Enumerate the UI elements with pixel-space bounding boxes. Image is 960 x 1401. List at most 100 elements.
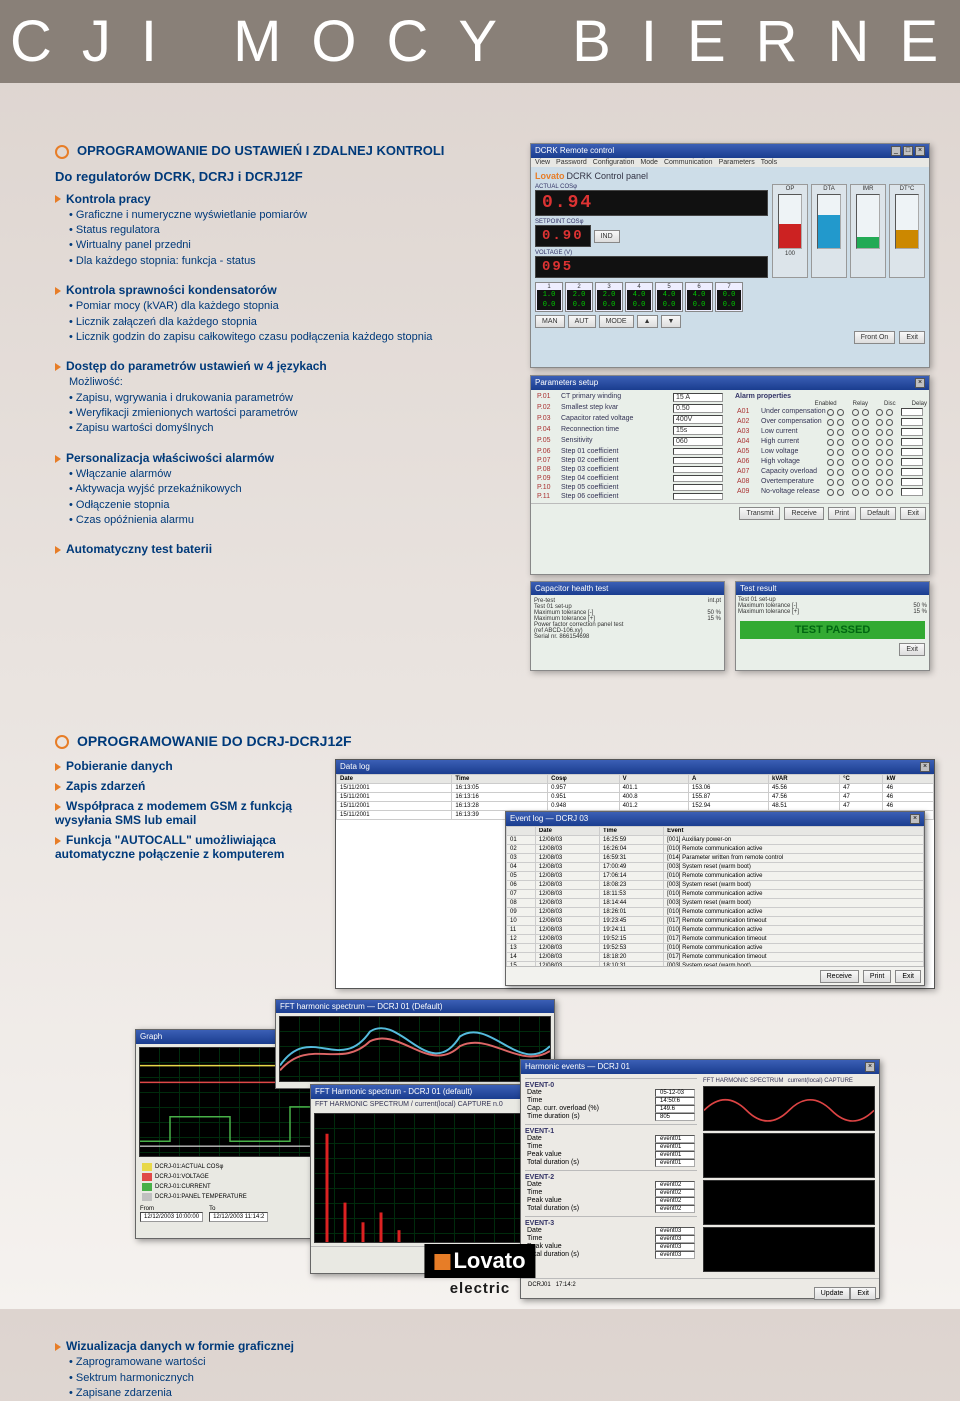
ev-head-left: FFT HARMONIC SPECTRUM xyxy=(703,1078,784,1084)
menu-item[interactable]: Mode xyxy=(640,159,658,166)
feature-item: Graficzne i numeryczne wyświetlanie pomi… xyxy=(69,208,515,223)
feature-item: Wirtualny panel przedni xyxy=(69,238,515,253)
evp-button[interactable]: Exit xyxy=(850,1287,876,1300)
radio[interactable] xyxy=(827,419,834,426)
feature-item: Zapisu, wgrywania i drukowania parametró… xyxy=(69,391,515,406)
test-field: Serial nr. 866154698 xyxy=(534,634,721,640)
param-button[interactable]: Default xyxy=(860,507,896,520)
menu-item[interactable]: Password xyxy=(556,159,587,166)
event-row: 0412/08/0317:00:49[003] System reset (wa… xyxy=(507,863,924,872)
meter: OP100 xyxy=(772,184,808,278)
alarm-row: A01Under compensation xyxy=(733,407,927,417)
min-icon[interactable]: _ xyxy=(891,146,901,156)
radio[interactable] xyxy=(827,479,834,486)
step-box: 11.00.0 xyxy=(535,282,563,312)
ind-button[interactable]: IND xyxy=(594,230,620,243)
event-row: 0212/08/0316:26:04[010] Remote communica… xyxy=(507,845,924,854)
harmonic-events-window: Harmonic events — DCRJ 01× EVENT-0Date05… xyxy=(520,1059,880,1299)
feature-item: Odłączenie stopnia xyxy=(69,498,515,513)
menu-item[interactable]: Tools xyxy=(761,159,777,166)
panel-button[interactable]: Exit xyxy=(899,331,925,344)
footer-item: Zapisane zdarzenia xyxy=(69,1386,960,1401)
radio[interactable] xyxy=(827,449,834,456)
log-row: 15/11/200116:13:050.957401.1153.0645.564… xyxy=(337,784,934,793)
log-col: Date xyxy=(337,775,452,784)
param-button[interactable]: Transmit xyxy=(739,507,780,520)
meter: DT°C xyxy=(889,184,925,278)
event-row: 1212/08/0319:52:15[017] Remote communica… xyxy=(507,935,924,944)
feature-item: Zapisu wartości domyślnych xyxy=(69,421,515,436)
alarm-props-head: Alarm properties xyxy=(733,392,927,401)
ev-head-right: current(local) CAPTURE xyxy=(788,1078,853,1084)
event-row: 0312/08/0316:59:31[014] Parameter writte… xyxy=(507,854,924,863)
screenshot-stack: DCRK Remote control _□× ViewPasswordConf… xyxy=(530,143,930,663)
chevron-icon xyxy=(55,783,61,791)
feature-head: Kontrola sprawności kondensatorów xyxy=(55,283,515,297)
alarm-row: A04High current xyxy=(733,437,927,447)
radio[interactable] xyxy=(827,429,834,436)
radio[interactable] xyxy=(827,409,834,416)
param-button[interactable]: Exit xyxy=(900,507,926,520)
param-button[interactable]: Print xyxy=(828,507,856,520)
evlog-button[interactable]: Print xyxy=(863,970,891,983)
date-from: 12/12/2003 10:00:00 xyxy=(140,1212,203,1222)
feature-head: Dostęp do parametrów ustawień w 4 języka… xyxy=(55,359,515,373)
panel-button[interactable]: AUT xyxy=(568,315,596,328)
radio[interactable] xyxy=(827,489,834,496)
subtitle: Do regulatorów DCRK, DCRJ i DCRJ12F xyxy=(55,169,515,184)
feature-item: Czas opóźnienia alarmu xyxy=(69,513,515,528)
step-box: 64.00.0 xyxy=(685,282,713,312)
control-panel-window: DCRK Remote control _□× ViewPasswordConf… xyxy=(530,143,930,368)
evlog-button[interactable]: Receive xyxy=(820,970,859,983)
event-row: 0112/08/0316:25:59[001] Auxiliary power-… xyxy=(507,836,924,845)
menu-item[interactable]: Communication xyxy=(664,159,713,166)
chevron-icon xyxy=(55,455,61,463)
setpoint-display: 0.90 xyxy=(535,225,591,247)
alarm-row: A07Capacity overload xyxy=(733,467,927,477)
feature-item: Weryfikacji zmienionych wartości paramet… xyxy=(69,406,515,421)
close-icon[interactable]: × xyxy=(915,146,925,156)
page-header: CJI MOCY BIERNEJ xyxy=(0,0,960,83)
menu-item[interactable]: View xyxy=(535,159,550,166)
logo-square-icon xyxy=(434,1254,450,1270)
param-row: P.09Step 04 coefficient xyxy=(533,474,727,483)
panel-button[interactable]: ▼ xyxy=(661,315,682,328)
close-icon[interactable]: × xyxy=(915,378,925,388)
close-icon[interactable]: × xyxy=(910,814,920,824)
feature-item: Licznik załączeń dla każdego stopnia xyxy=(69,315,515,330)
panel-button[interactable]: ▲ xyxy=(637,315,658,328)
date-to: 12/12/2003 11:14:2 xyxy=(209,1212,268,1222)
event-row: 0712/08/0318:11:53[010] Remote communica… xyxy=(507,890,924,899)
close-icon[interactable]: × xyxy=(920,762,930,772)
chevron-icon xyxy=(55,195,61,203)
radio[interactable] xyxy=(827,459,834,466)
radio[interactable] xyxy=(827,439,834,446)
evlog-button[interactable]: Exit xyxy=(895,970,921,983)
feature-item: Status regulatora xyxy=(69,223,515,238)
radio[interactable] xyxy=(827,469,834,476)
alarm-row: A06High voltage xyxy=(733,457,927,467)
close-icon[interactable]: × xyxy=(865,1062,875,1072)
feature-item: Aktywacja wyjść przekaźnikowych xyxy=(69,482,515,497)
alarm-row: A08Overtemperature xyxy=(733,477,927,487)
panel-button[interactable]: Front On xyxy=(854,331,896,344)
event-block: EVENT-2Dateevent02Timeevent02Peak valuee… xyxy=(525,1170,697,1216)
log-col: Cosφ xyxy=(548,775,619,784)
evp-button[interactable]: Update xyxy=(814,1287,851,1300)
param-row: P.06Step 01 coefficient xyxy=(533,447,727,456)
menu-item[interactable]: Configuration xyxy=(593,159,635,166)
max-icon[interactable]: □ xyxy=(903,146,913,156)
lovato-logo: Lovato xyxy=(535,171,565,181)
step-box: 70.00.0 xyxy=(715,282,743,312)
exit-button[interactable]: Exit xyxy=(899,643,925,656)
event-row: 1312/08/0319:52:53[010] Remote communica… xyxy=(507,944,924,953)
menu-item[interactable]: Parameters xyxy=(719,159,755,166)
log-col: A xyxy=(689,775,769,784)
panel-button[interactable]: MODE xyxy=(599,315,634,328)
panel-button[interactable]: MAN xyxy=(535,315,565,328)
event-row: 1012/08/0319:23:45[017] Remote communica… xyxy=(507,917,924,926)
left-column: OPROGRAMOWANIE DO USTAWIEŃ I ZDALNEJ KON… xyxy=(55,143,515,663)
step-box: 44.00.0 xyxy=(625,282,653,312)
menubar: View Password Configuration Mode Communicati… xyxy=(531,158,929,167)
param-button[interactable]: Receive xyxy=(784,507,823,520)
